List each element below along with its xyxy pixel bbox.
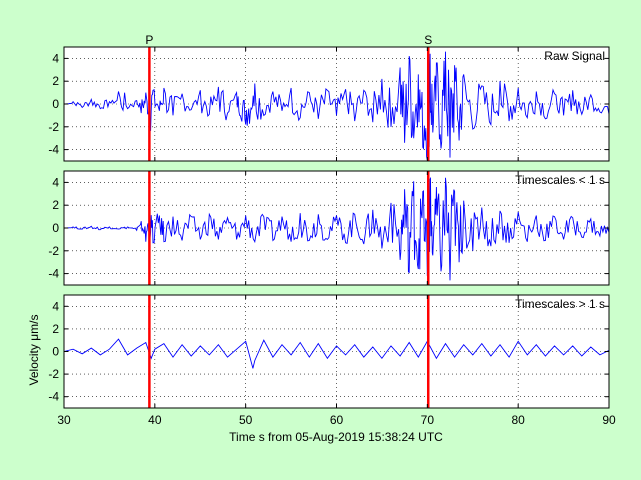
y-tick-label: -2 [48,367,59,381]
panel-2: 4 2 0 -2 -4 Timescales < 1 s [48,170,610,286]
panel-title: Raw Signal [544,49,605,63]
phase-pick-label: S [424,33,432,47]
y-tick-label: 4 [52,51,59,65]
panel-title: Timescales < 1 s [515,173,605,187]
signal-trace [63,338,610,369]
y-tick-label: -4 [48,143,59,157]
y-tick-label: -4 [48,390,59,404]
x-tick-label: 70 [421,413,435,427]
x-axis-label: Time s from 05-Aug-2019 15:38:24 UTC [229,430,443,444]
x-tick-label: 30 [57,413,71,427]
panel-title: Timescales > 1 s [515,297,605,311]
panel-3: 4 2 0 -2 -4 30 40 50 60 70 80 90 Timescales > 1 s [48,294,616,427]
signal-trace [63,176,610,281]
y-tick-label: 2 [52,74,59,88]
x-tick-label: 90 [602,413,616,427]
y-tick-label: -2 [48,244,59,258]
y-tick-label: 0 [52,345,59,359]
signal-trace [63,51,610,160]
y-tick-label: 2 [52,322,59,336]
y-tick-label: 4 [52,299,59,313]
x-tick-label: 80 [511,413,525,427]
y-tick-label: -2 [48,120,59,134]
y-tick-label: 4 [52,175,59,189]
y-tick-label: -4 [48,267,59,281]
y-tick-label: 2 [52,198,59,212]
panel-1: P S 4 2 0 -2 -4 Raw Signal [48,33,610,162]
phase-pick-label: P [145,33,153,47]
x-tick-label: 60 [330,413,344,427]
x-tick-label: 40 [148,413,162,427]
y-tick-label: 0 [52,97,59,111]
y-axis-label: Velocity μm/s [27,315,41,386]
x-tick-label: 50 [239,413,253,427]
y-tick-label: 0 [52,221,59,235]
